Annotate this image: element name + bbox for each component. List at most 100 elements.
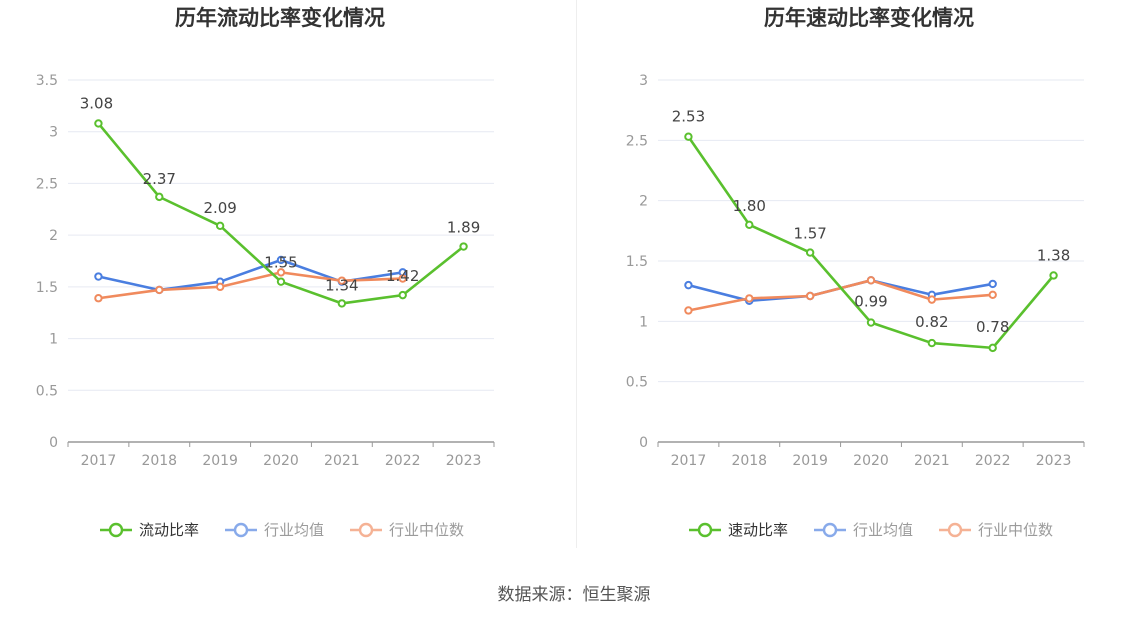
legend-item-main[interactable]: 流动比率: [100, 521, 199, 539]
data-point-main[interactable]: [1049, 271, 1058, 280]
legend-marker: [233, 522, 249, 538]
data-point-main[interactable]: [94, 119, 103, 128]
data-label: 3.08: [80, 94, 113, 112]
data-label: 1.34: [325, 276, 358, 294]
data-point-avg[interactable]: [94, 272, 103, 281]
y-tick-label: 1.5: [626, 254, 648, 270]
legend-marker: [358, 522, 374, 538]
legend-item-avg[interactable]: 行业均值: [814, 521, 913, 539]
data-label: 0.78: [976, 318, 1009, 336]
data-label: 1.55: [264, 254, 297, 272]
data-point-median[interactable]: [866, 276, 876, 285]
y-tick-label: 0: [49, 435, 58, 451]
y-tick-label: 2.5: [626, 133, 648, 149]
data-label: 1.38: [1037, 246, 1070, 264]
data-point-main[interactable]: [866, 318, 876, 327]
current-ratio-chart: 历年流动比率变化情况 0 0.5 1 1.5 2 2.5 3 3.5 2017 2018 2019 20…: [36, 6, 495, 539]
data-point-median[interactable]: [94, 294, 103, 303]
x-tick-label: 2018: [141, 453, 177, 469]
data-point-main[interactable]: [276, 277, 286, 286]
data-point-median[interactable]: [927, 295, 937, 304]
y-tick-label: 0.5: [626, 375, 648, 391]
y-tick-label: 3.5: [36, 73, 58, 89]
x-tick-label: 2019: [792, 453, 828, 469]
legend-label: 行业中位数: [389, 521, 464, 539]
data-point-main[interactable]: [805, 248, 815, 257]
y-tick-label: 1: [49, 332, 58, 348]
legend-item-main[interactable]: 速动比率: [689, 521, 788, 539]
legend-item-median[interactable]: 行业中位数: [350, 521, 464, 539]
y-tick-label: 2.5: [36, 176, 58, 192]
data-point-main[interactable]: [155, 192, 164, 202]
x-tick-label: 2019: [202, 453, 238, 469]
legend-label: 速动比率: [728, 521, 788, 539]
series-line-median: [688, 279, 993, 312]
legend-label: 行业均值: [853, 521, 913, 539]
data-point-median[interactable]: [805, 291, 815, 301]
legend-label: 流动比率: [139, 521, 199, 539]
chart-title: 历年流动比率变化情况: [175, 6, 385, 30]
data-label: 1.89: [447, 219, 480, 237]
quick-ratio-chart-panel: 历年速动比率变化情况 0 0.5 1 1.5 2 2.5 3 2017 2018 2019 2020 2…: [577, 0, 1148, 560]
legend-marker: [947, 522, 963, 538]
chart-title: 历年速动比率变化情况: [764, 6, 974, 30]
data-label: 0.99: [854, 293, 887, 311]
y-tick-label: 3: [639, 73, 648, 89]
data-label: 2.53: [672, 108, 705, 126]
data-point-median[interactable]: [684, 306, 693, 315]
data-point-median[interactable]: [215, 282, 225, 292]
x-tick-label: 2017: [81, 453, 117, 469]
panel-divider: [576, 0, 577, 548]
data-point-avg[interactable]: [988, 279, 997, 289]
data-point-avg[interactable]: [684, 280, 693, 290]
legend-item-median[interactable]: 行业中位数: [939, 521, 1053, 539]
data-point-median[interactable]: [988, 290, 997, 299]
data-point-main[interactable]: [215, 221, 225, 231]
data-point-median[interactable]: [276, 268, 286, 277]
data-point-main[interactable]: [988, 343, 997, 353]
data-label: 1.57: [793, 225, 826, 243]
series-line-median: [98, 271, 403, 300]
y-tick-label: 0: [639, 435, 648, 451]
data-label: 0.82: [915, 313, 948, 331]
x-tick-label: 2023: [1036, 453, 1072, 469]
legend-label: 行业中位数: [978, 521, 1053, 539]
y-tick-label: 2: [639, 194, 648, 210]
data-point-median[interactable]: [155, 285, 164, 295]
y-tick-label: 1.5: [36, 280, 58, 296]
y-tick-label: 0.5: [36, 383, 58, 399]
data-point-median[interactable]: [398, 274, 407, 283]
legend-marker: [697, 522, 713, 538]
legend-label: 行业均值: [264, 521, 324, 539]
data-point-main[interactable]: [337, 299, 347, 308]
series-line-main: [687, 135, 1055, 350]
data-point-main[interactable]: [927, 338, 937, 348]
legend-item-avg[interactable]: 行业均值: [225, 521, 324, 539]
x-tick-label: 2021: [324, 453, 360, 469]
data-point-main[interactable]: [745, 220, 754, 230]
data-point-avg[interactable]: [276, 255, 286, 265]
data-point-median[interactable]: [337, 276, 347, 285]
y-tick-label: 2: [49, 228, 58, 244]
data-point-main[interactable]: [684, 132, 693, 141]
legend-marker: [108, 522, 124, 538]
data-source-note: 数据来源：恒生聚源: [497, 585, 651, 605]
data-point-main[interactable]: [398, 290, 407, 300]
x-tick-label: 2023: [446, 453, 482, 469]
x-tick-label: 2022: [385, 453, 421, 469]
data-label: 1.80: [733, 197, 766, 215]
data-point-main[interactable]: [459, 242, 468, 251]
x-tick-label: 2022: [975, 453, 1011, 469]
current-ratio-chart-panel: 历年流动比率变化情况 0 0.5 1 1.5 2 2.5 3 3.5 2017 2018 2019 20…: [0, 0, 576, 560]
x-tick-label: 2021: [914, 453, 950, 469]
x-tick-label: 2018: [731, 453, 767, 469]
data-label: 1.42: [386, 267, 419, 285]
x-tick-label: 2020: [263, 453, 299, 469]
data-label: 2.09: [203, 199, 236, 217]
legend-marker: [822, 522, 838, 538]
x-tick-label: 2017: [671, 453, 707, 469]
y-tick-label: 1: [639, 314, 648, 330]
data-point-median[interactable]: [745, 294, 754, 303]
data-label: 2.37: [143, 170, 176, 188]
